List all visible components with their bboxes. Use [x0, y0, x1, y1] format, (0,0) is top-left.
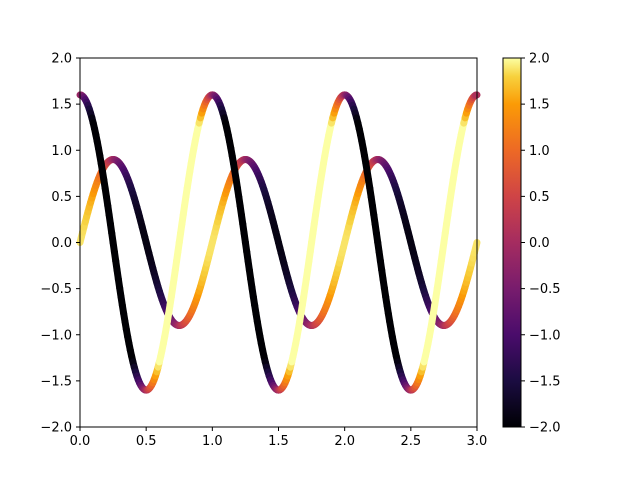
- y-axis: −2.0 −1.5 −1.0 −0.5 0.0 0.5 1.0 1.5 2.0: [40, 52, 80, 436]
- colorbar-gradient: [503, 58, 521, 427]
- y-tick-label: −1.0: [40, 328, 72, 343]
- y-tick-label: −1.5: [40, 374, 72, 389]
- colorbar-tick-label: −0.5: [529, 282, 561, 297]
- x-tick-label: 2.0: [334, 434, 355, 449]
- x-tick-label: 3.0: [467, 434, 488, 449]
- y-tick-label: 2.0: [51, 52, 72, 67]
- x-tick-label: 2.5: [400, 434, 421, 449]
- y-tick-label: −2.0: [40, 421, 72, 436]
- x-tick-label: 0.0: [70, 434, 91, 449]
- colorbar-tick-label: 1.0: [529, 144, 550, 159]
- series-line-2: [76, 91, 481, 394]
- x-tick-label: 1.0: [202, 434, 223, 449]
- y-tick-label: 1.5: [51, 98, 72, 113]
- colorbar-tick-label: −1.0: [529, 328, 561, 343]
- y-tick-label: 1.0: [51, 144, 72, 159]
- series-layer: [76, 91, 481, 394]
- colorbar-tick-label: 0.5: [529, 190, 550, 205]
- colorbar-tick-label: −1.5: [529, 374, 561, 389]
- x-tick-label: 0.5: [136, 434, 157, 449]
- y-tick-label: 0.5: [51, 190, 72, 205]
- y-tick-label: 0.0: [51, 236, 72, 251]
- colorbar-axis: −2.0 −1.5 −1.0 −0.5 0.0 0.5 1.0 1.5 2.0: [521, 52, 561, 436]
- colorbar-tick-label: −2.0: [529, 421, 561, 436]
- plot-area: 0.0 0.5 1.0 1.5 2.0 2.5 3.0 −2.0 −1.5 −1.0 −0.5 0.…: [40, 52, 487, 450]
- colorbar: −2.0 −1.5 −1.0 −0.5 0.0 0.5 1.0 1.5 2.0: [502, 52, 561, 436]
- y-tick-label: −0.5: [40, 282, 72, 297]
- x-axis: 0.0 0.5 1.0 1.5 2.0 2.5 3.0: [70, 427, 488, 449]
- x-tick-label: 1.5: [268, 434, 289, 449]
- colorbar-tick-label: 0.0: [529, 236, 550, 251]
- colorbar-tick-label: 2.0: [529, 52, 550, 67]
- colorbar-tick-label: 1.5: [529, 98, 550, 113]
